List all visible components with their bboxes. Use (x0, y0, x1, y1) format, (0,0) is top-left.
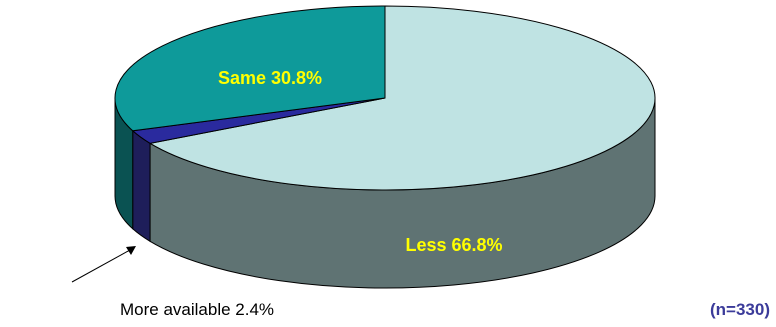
slice-label-same: Same 30.8% (218, 68, 322, 88)
sample-size-annotation: (n=330) (710, 300, 770, 319)
pie-slice-less (148, 5, 656, 191)
pie-slice-same (114, 5, 386, 132)
pie-side-more-available (132, 129, 151, 243)
pie-tops (114, 5, 656, 191)
slice-label-less: Less 66.8% (405, 235, 502, 255)
callout-arrow-line (71, 249, 131, 283)
callout-arrowhead (126, 246, 136, 255)
pie-labels: Less 66.8% Same 30.8% (218, 68, 503, 255)
slice-label-more-available: More available 2.4% (120, 300, 275, 319)
